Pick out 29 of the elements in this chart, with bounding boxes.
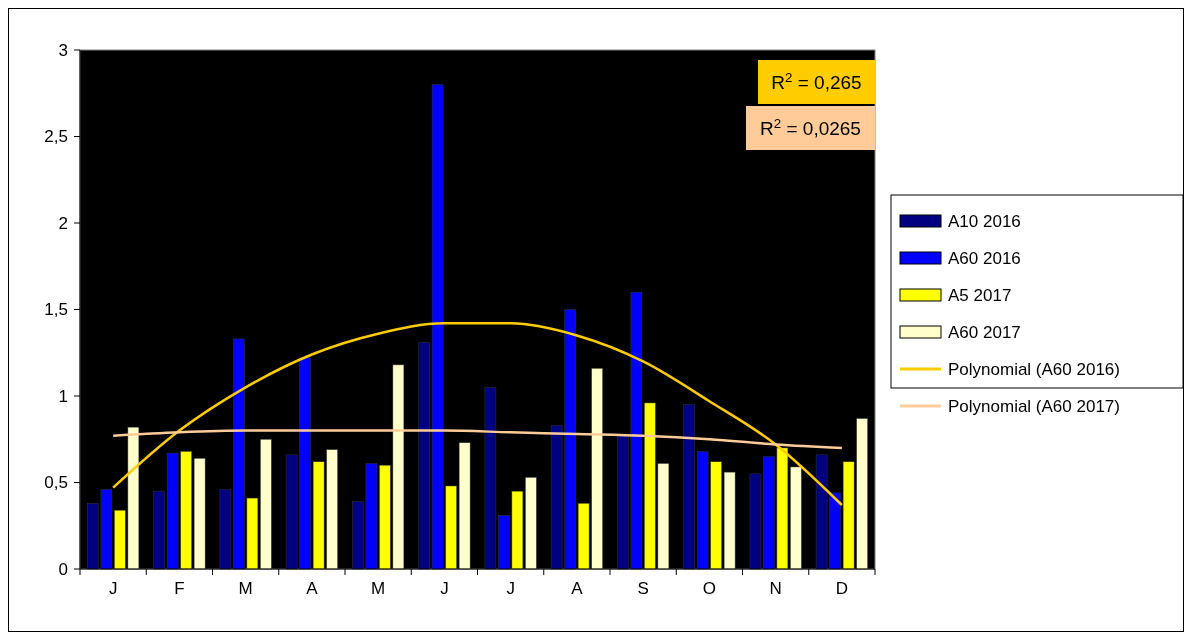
x-tick-label: S [637,579,649,598]
y-tick-label: 3 [58,40,68,60]
y-tick-label: 2,5 [44,127,68,147]
x-tick-label: D [835,579,849,598]
y-tick-label: 0,5 [44,473,68,493]
annotation: R$^{2}$ = 0,265 [771,69,862,93]
x-tick-label: J [506,579,515,598]
y-tick-label: 1,5 [44,300,68,320]
y-tick-label: 0 [58,559,68,579]
line-series [111,429,844,450]
legend-label: Polynomial (A60 2016) [948,359,1120,379]
legend-label: A10 2016 [948,211,1021,231]
x-tick-label: F [174,579,185,598]
x-tick-label: A [306,579,319,598]
x-tick-label: N [769,579,782,598]
legend-label: A5 2017 [948,285,1012,305]
annotation: R$^{2}$ = 0,0265 [760,115,861,139]
x-tick-label: J [440,579,449,598]
y-tick-label: 1 [58,386,68,406]
legend-label: A60 2017 [948,322,1021,342]
x-tick-label: J [108,579,118,598]
x-tick-label: A [571,579,584,598]
x-tick-label: M [238,579,253,598]
y-tick-label: 2 [58,213,68,233]
line-series [111,322,844,507]
x-tick-label: O [702,579,716,598]
legend-label: A60 2016 [948,248,1021,268]
x-tick-label: M [371,579,386,598]
legend-label: Polynomial (A60 2017) [948,396,1120,416]
